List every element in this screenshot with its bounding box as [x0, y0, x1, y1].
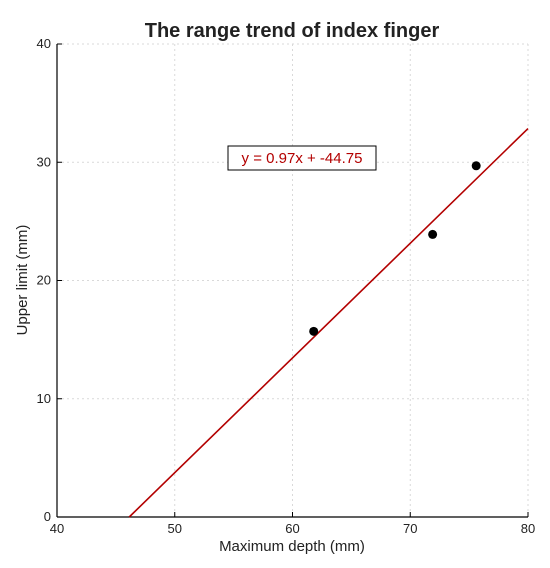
y-tick-label: 30: [37, 154, 51, 169]
x-axis-ticks: 40 50 60 70 80: [50, 512, 535, 536]
x-tick-label: 50: [168, 521, 182, 536]
x-tick-label: 40: [50, 521, 64, 536]
y-tick-label: 20: [37, 273, 51, 288]
data-point: [471, 161, 481, 171]
data-point: [428, 229, 438, 239]
equation-annotation: y = 0.97x + -44.75: [227, 145, 377, 171]
x-tick-label: 70: [403, 521, 417, 536]
chart-title: The range trend of index finger: [145, 20, 440, 42]
y-tick-label: 10: [37, 391, 51, 406]
x-axis-label: Maximum depth (mm): [219, 538, 365, 555]
data-point: [309, 326, 319, 336]
y-axis-label: Upper limit (mm): [14, 225, 31, 336]
equation-label: y = 0.97x + -44.75: [242, 150, 363, 167]
trend-line-group: [128, 127, 529, 518]
equation-box: [227, 145, 377, 171]
x-tick-label: 60: [285, 521, 299, 536]
y-tick-label: 40: [37, 36, 51, 51]
grid-lines: [57, 43, 529, 517]
x-tick-label: 80: [521, 521, 535, 536]
y-axis-ticks: 0 10 20 30 40: [37, 36, 62, 524]
data-points: [309, 161, 481, 336]
y-tick-label: 0: [44, 509, 51, 524]
trend-line: [128, 127, 529, 518]
